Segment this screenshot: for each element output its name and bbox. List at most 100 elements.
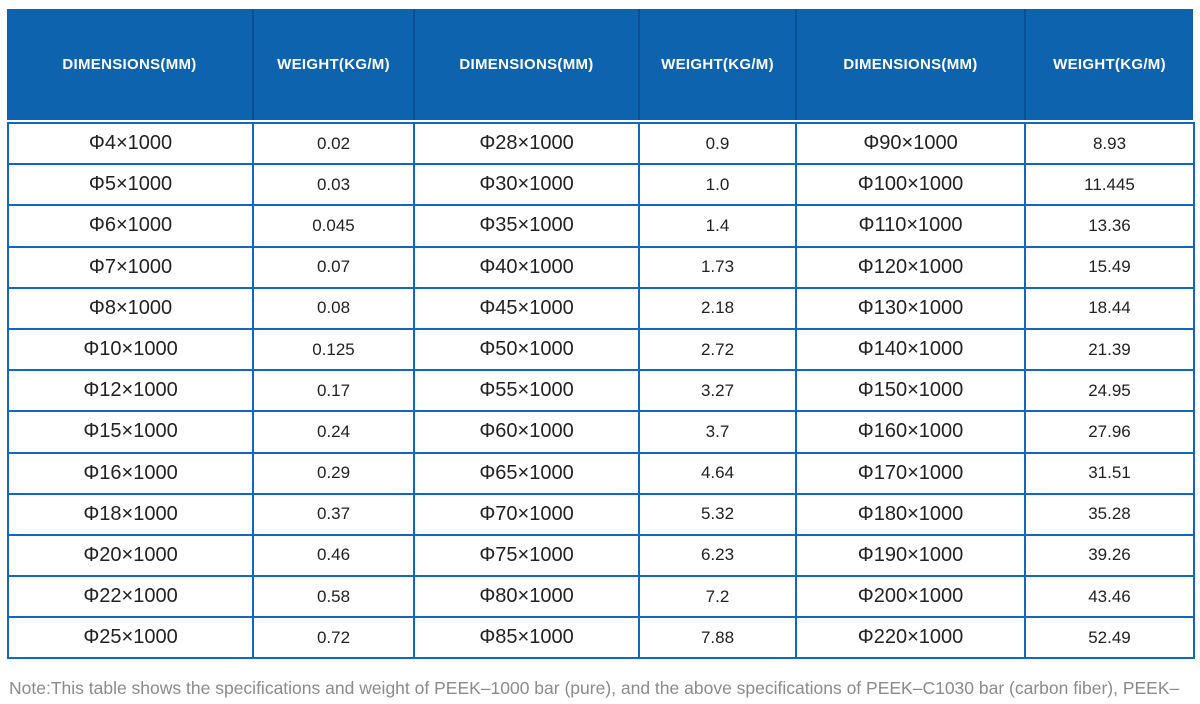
weight-cell: 0.58	[252, 575, 415, 619]
weight-cell: 5.32	[638, 492, 797, 536]
table-row: Φ8×1000 0.08 Φ45×1000 2.18 Φ130×1000 18.44	[7, 286, 1195, 330]
dimension-cell: Φ140×1000	[795, 327, 1026, 372]
dimension-cell: Φ15×1000	[7, 410, 254, 454]
weight-cell: 39.26	[1024, 533, 1195, 578]
dimension-cell: Φ22×1000	[7, 575, 254, 619]
dimension-cell: Φ60×1000	[413, 410, 640, 454]
table-row: Φ15×1000 0.24 Φ60×1000 3.7 Φ160×1000 27.96	[7, 410, 1195, 454]
weight-cell: 27.96	[1024, 410, 1195, 454]
header-cell-weight-2: WEIGHT(KG/M)	[638, 9, 795, 120]
dimension-cell: Φ16×1000	[7, 451, 254, 495]
weight-cell: 0.72	[252, 616, 415, 660]
dimension-cell: Φ25×1000	[7, 616, 254, 660]
dimension-cell: Φ20×1000	[7, 533, 254, 578]
header-cell-dimensions-3: DIMENSIONS(MM)	[795, 9, 1024, 120]
table-row: Φ5×1000 0.03 Φ30×1000 1.0 Φ100×1000 11.445	[7, 163, 1195, 207]
weight-cell: 0.02	[252, 121, 415, 166]
weight-cell: 7.88	[638, 616, 797, 660]
dimension-cell: Φ70×1000	[413, 492, 640, 536]
dimension-cell: Φ75×1000	[413, 533, 640, 578]
weight-cell: 2.72	[638, 327, 797, 372]
dimension-cell: Φ55×1000	[413, 369, 640, 413]
table-row: Φ12×1000 0.17 Φ55×1000 3.27 Φ150×1000 24.95	[7, 369, 1195, 413]
table-row: Φ20×1000 0.46 Φ75×1000 6.23 Φ190×1000 39.26	[7, 533, 1195, 578]
table-row: Φ16×1000 0.29 Φ65×1000 4.64 Φ170×1000 31.51	[7, 451, 1195, 495]
weight-cell: 4.64	[638, 451, 797, 495]
weight-cell: 6.23	[638, 533, 797, 578]
dimension-cell: Φ50×1000	[413, 327, 640, 372]
weight-cell: 35.28	[1024, 492, 1195, 536]
dimension-cell: Φ80×1000	[413, 575, 640, 619]
weight-cell: 43.46	[1024, 575, 1195, 619]
dimension-cell: Φ150×1000	[795, 369, 1026, 413]
weight-cell: 21.39	[1024, 327, 1195, 372]
weight-cell: 1.0	[638, 163, 797, 207]
table-row: Φ22×1000 0.58 Φ80×1000 7.2 Φ200×1000 43.46	[7, 575, 1195, 619]
table-row: Φ18×1000 0.37 Φ70×1000 5.32 Φ180×1000 35.28	[7, 492, 1195, 536]
dimension-cell: Φ200×1000	[795, 575, 1026, 619]
dimension-cell: Φ220×1000	[795, 616, 1026, 660]
weight-cell: 7.2	[638, 575, 797, 619]
table-row: Φ4×1000 0.02 Φ28×1000 0.9 Φ90×1000 8.93	[7, 121, 1195, 166]
dimension-cell: Φ6×1000	[7, 204, 254, 248]
dimension-cell: Φ130×1000	[795, 286, 1026, 330]
weight-cell: 13.36	[1024, 204, 1195, 248]
weight-cell: 24.95	[1024, 369, 1195, 413]
dimension-cell: Φ30×1000	[413, 163, 640, 207]
table-row: Φ6×1000 0.045 Φ35×1000 1.4 Φ110×1000 13.36	[7, 204, 1195, 248]
weight-cell: 8.93	[1024, 121, 1195, 166]
dimension-cell: Φ90×1000	[795, 121, 1026, 166]
dimension-cell: Φ8×1000	[7, 286, 254, 330]
weight-cell: 0.9	[638, 121, 797, 166]
dimension-cell: Φ40×1000	[413, 245, 640, 289]
weight-cell: 1.4	[638, 204, 797, 248]
dimension-cell: Φ170×1000	[795, 451, 1026, 495]
table-row: Φ7×1000 0.07 Φ40×1000 1.73 Φ120×1000 15.49	[7, 245, 1195, 289]
dimension-cell: Φ120×1000	[795, 245, 1026, 289]
table-body: Φ4×1000 0.02 Φ28×1000 0.9 Φ90×1000 8.93 Φ5×100…	[7, 121, 1195, 660]
table-header-row: DIMENSIONS(MM) WEIGHT(KG/M) DIMENSIONS(M…	[7, 9, 1193, 120]
weight-cell: 0.07	[252, 245, 415, 289]
table-row: Φ25×1000 0.72 Φ85×1000 7.88 Φ220×1000 52.49	[7, 616, 1195, 660]
dimension-cell: Φ45×1000	[413, 286, 640, 330]
dimension-cell: Φ35×1000	[413, 204, 640, 248]
header-cell-weight-3: WEIGHT(KG/M)	[1024, 9, 1193, 120]
weight-cell: 0.045	[252, 204, 415, 248]
table-row: Φ10×1000 0.125 Φ50×1000 2.72 Φ140×1000 21.39	[7, 327, 1195, 372]
header-cell-dimensions-1: DIMENSIONS(MM)	[62, 56, 197, 73]
weight-cell: 0.37	[252, 492, 415, 536]
weight-cell: 0.29	[252, 451, 415, 495]
weight-cell: 0.08	[252, 286, 415, 330]
dimension-cell: Φ190×1000	[795, 533, 1026, 578]
header-cell-dimensions-2: DIMENSIONS(MM)	[413, 9, 638, 120]
dimension-cell: Φ18×1000	[7, 492, 254, 536]
dimension-cell: Φ4×1000	[7, 121, 254, 166]
dimension-cell: Φ28×1000	[413, 121, 640, 166]
weight-cell: 3.7	[638, 410, 797, 454]
weight-cell: 52.49	[1024, 616, 1195, 660]
dimension-cell: Φ180×1000	[795, 492, 1026, 536]
weight-cell: 11.445	[1024, 163, 1195, 207]
dimension-cell: Φ110×1000	[795, 204, 1026, 248]
weight-cell: 0.03	[252, 163, 415, 207]
dimension-cell: Φ7×1000	[7, 245, 254, 289]
weight-cell: 15.49	[1024, 245, 1195, 289]
dimension-cell: Φ5×1000	[7, 163, 254, 207]
weight-cell: 2.18	[638, 286, 797, 330]
dimension-cell: Φ85×1000	[413, 616, 640, 660]
weight-cell: 0.17	[252, 369, 415, 413]
dimension-cell: Φ10×1000	[7, 327, 254, 372]
dimension-cell: Φ100×1000	[795, 163, 1026, 207]
weight-cell: 3.27	[638, 369, 797, 413]
dimension-cell: Φ160×1000	[795, 410, 1026, 454]
header-cell-weight-1: WEIGHT(KG/M)	[252, 9, 413, 120]
spec-table: Φ4×1000 0.02 Φ28×1000 0.9 Φ90×1000 8.93 Φ5×100…	[7, 121, 1195, 660]
table-note: Note:This table shows the specifications…	[9, 678, 1180, 699]
weight-cell: 18.44	[1024, 286, 1195, 330]
dimension-cell: Φ65×1000	[413, 451, 640, 495]
weight-cell: 0.125	[252, 327, 415, 372]
weight-cell: 0.46	[252, 533, 415, 578]
weight-cell: 0.24	[252, 410, 415, 454]
weight-cell: 1.73	[638, 245, 797, 289]
